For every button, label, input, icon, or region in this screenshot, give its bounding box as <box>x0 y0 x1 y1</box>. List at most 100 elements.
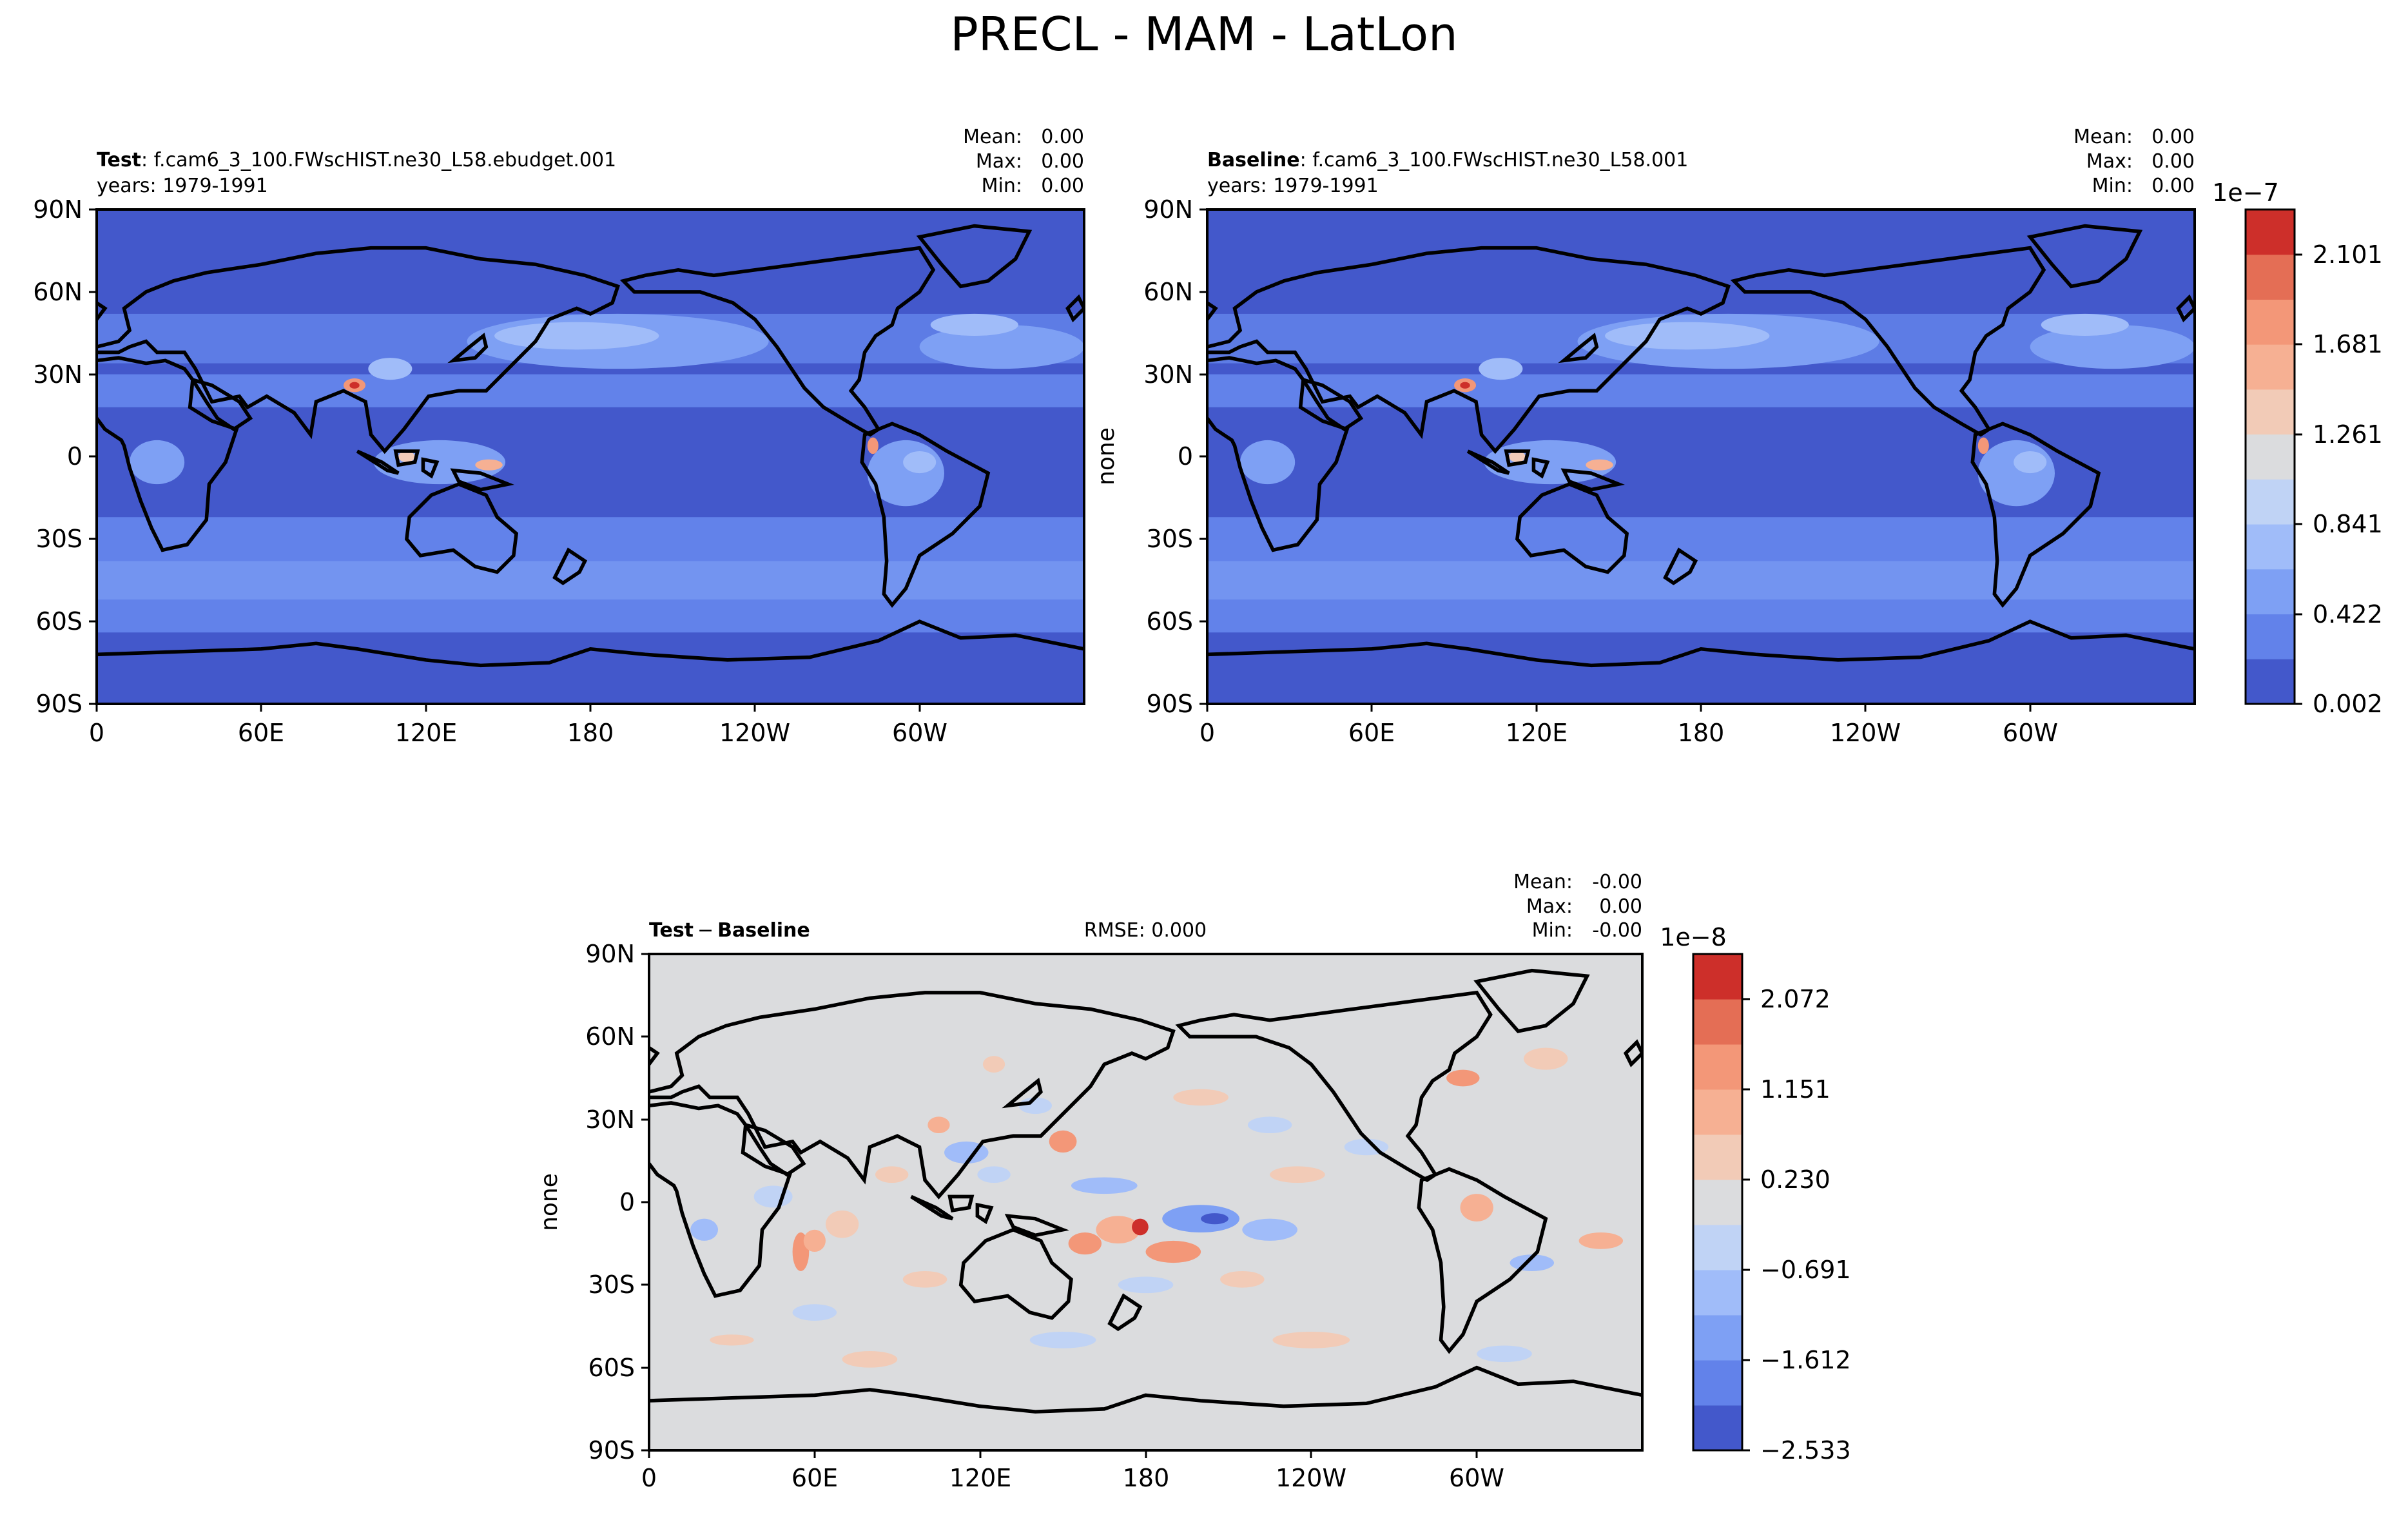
stat-value: 0.00 <box>2151 126 2195 148</box>
test-subtitle: years: 1979-1991 <box>97 175 268 197</box>
anomaly-patch <box>1068 1232 1102 1255</box>
difference-ylabel: none <box>536 1173 563 1231</box>
colorbar-label: 0.841 <box>2313 510 2383 538</box>
colorbar-step <box>1693 1044 1742 1090</box>
precip-blob <box>919 324 1084 369</box>
stat-value: -0.00 <box>1592 871 1642 893</box>
colorbar-label: 1.681 <box>2313 330 2383 358</box>
anomaly-patch <box>1096 1216 1140 1244</box>
anomaly-patch <box>1270 1166 1325 1183</box>
precip-band <box>1207 561 2195 600</box>
y-tick-label: 0 <box>67 442 83 471</box>
y-tick-label: 60N <box>33 278 83 306</box>
y-tick-label: 90S <box>588 1436 635 1464</box>
colorbar-label: 0.422 <box>2313 600 2383 628</box>
colorbar-step <box>1693 1270 1742 1316</box>
precip-blob <box>1605 322 1770 350</box>
x-tick-label: 0 <box>89 719 104 747</box>
colorbar-steps <box>2246 209 2295 705</box>
y-tick-label: 90N <box>1143 195 1193 224</box>
anomaly-patch <box>1145 1240 1201 1263</box>
anomaly-patch <box>875 1166 909 1183</box>
precip-band <box>97 374 1084 407</box>
precip-hotspot <box>867 437 879 454</box>
colorbar-label: −2.533 <box>1760 1436 1851 1464</box>
anomaly-patch <box>927 1116 950 1134</box>
colorbar-step <box>2246 344 2295 390</box>
stat-label: Mean: <box>2073 126 2133 148</box>
anomaly-patch <box>1220 1270 1265 1288</box>
difference-title-test: Test <box>649 919 694 942</box>
stat-label: Mean: <box>1513 871 1573 893</box>
anomaly-patch <box>982 1056 1005 1073</box>
anomaly-patch <box>902 1270 947 1288</box>
anomaly-patch <box>710 1334 754 1346</box>
y-tick-label: 60S <box>36 607 83 636</box>
colorbar-top: 1e−7 2.101 1.681 1.261 0.841 0.422 0.002 <box>2212 179 2383 718</box>
stat-label: Max: <box>1526 895 1573 918</box>
x-tick-label: 60W <box>892 719 947 747</box>
anomaly-patch <box>1173 1089 1228 1106</box>
colorbar-step <box>1693 1225 1742 1270</box>
y-tick-label: 90S <box>36 690 83 718</box>
anomaly-patch <box>1029 1332 1096 1348</box>
anomaly-patch <box>1201 1213 1228 1225</box>
anomaly-patch <box>1049 1130 1077 1153</box>
colorbar-label: −0.691 <box>1760 1256 1851 1284</box>
stat-label: Min: <box>982 175 1022 197</box>
colorbar-bottom: 1e−8 2.072 1.151 0.230 −0.691 −1.612 −2.… <box>1660 923 1850 1464</box>
baseline-map <box>1207 209 2195 704</box>
test-stats: Mean: 0.00 Max: 0.00 Min: 0.00 <box>963 126 1084 197</box>
precip-hotspot <box>475 459 503 471</box>
test-title-bold: Test <box>97 149 141 171</box>
test-map <box>97 209 1084 704</box>
precip-blob <box>130 440 185 485</box>
colorbar-label: 2.101 <box>2313 240 2383 269</box>
stat-label: Max: <box>976 150 1022 173</box>
precip-hotspot <box>349 382 360 389</box>
anomaly-patch <box>690 1218 719 1241</box>
test-yticks: 90N 60N 30N 0 30S 60S 90S <box>33 195 97 718</box>
colorbar-step <box>2246 254 2295 300</box>
anomaly-patch <box>1071 1177 1138 1194</box>
precip-band <box>1207 374 2195 407</box>
stat-label: Min: <box>1532 919 1573 942</box>
baseline-xticks: 0 60E 120E 180 120W 60W <box>1199 704 2058 747</box>
baseline-ylabel: none <box>1093 427 1120 485</box>
colorbar-frame <box>2244 208 2296 705</box>
y-tick-label: 90S <box>1147 690 1193 718</box>
colorbar-exponent: 1e−8 <box>1660 923 1727 951</box>
y-tick-label: 60N <box>585 1022 635 1051</box>
baseline-title: Baseline: f.cam6_3_100.FWscHIST.ne30_L58… <box>1207 149 1688 171</box>
anomaly-patch <box>1460 1194 1493 1221</box>
x-tick-label: 120W <box>1830 719 1901 747</box>
colorbar-step <box>2246 434 2295 480</box>
precip-blob <box>494 322 659 350</box>
colorbar-step <box>1693 1360 1742 1406</box>
stat-value: 0.00 <box>1041 175 1084 197</box>
figure-title: PRECL - MAM - LatLon <box>950 7 1457 61</box>
colorbar-step <box>2246 389 2295 435</box>
colorbar-step <box>1693 1134 1742 1180</box>
x-tick-label: 0 <box>1199 719 1215 747</box>
baseline-panel: Baseline: f.cam6_3_100.FWscHIST.ne30_L58… <box>1093 126 2383 747</box>
baseline-title-rest: : f.cam6_3_100.FWscHIST.ne30_L58.001 <box>1300 149 1689 171</box>
anomaly-patch <box>977 1166 1011 1183</box>
colorbar-step <box>1693 1089 1742 1135</box>
x-tick-label: 120W <box>1276 1464 1346 1492</box>
anomaly-patch <box>1446 1069 1480 1087</box>
precip-band <box>97 561 1084 600</box>
colorbar-steps <box>1693 954 1742 1451</box>
anomaly-patch <box>1477 1345 1532 1363</box>
colorbar-step <box>2246 659 2295 705</box>
colorbar-step <box>1693 1315 1742 1361</box>
difference-title: Test − Baseline <box>649 919 810 942</box>
anomaly-patch <box>792 1304 837 1321</box>
precip-blob <box>1240 440 1296 485</box>
x-tick-label: 120E <box>395 719 458 747</box>
difference-map <box>649 954 1642 1450</box>
anomaly-patch <box>1578 1232 1624 1249</box>
precip-blob <box>903 451 937 474</box>
anomaly-patch <box>842 1351 898 1368</box>
x-tick-label: 0 <box>641 1464 657 1492</box>
